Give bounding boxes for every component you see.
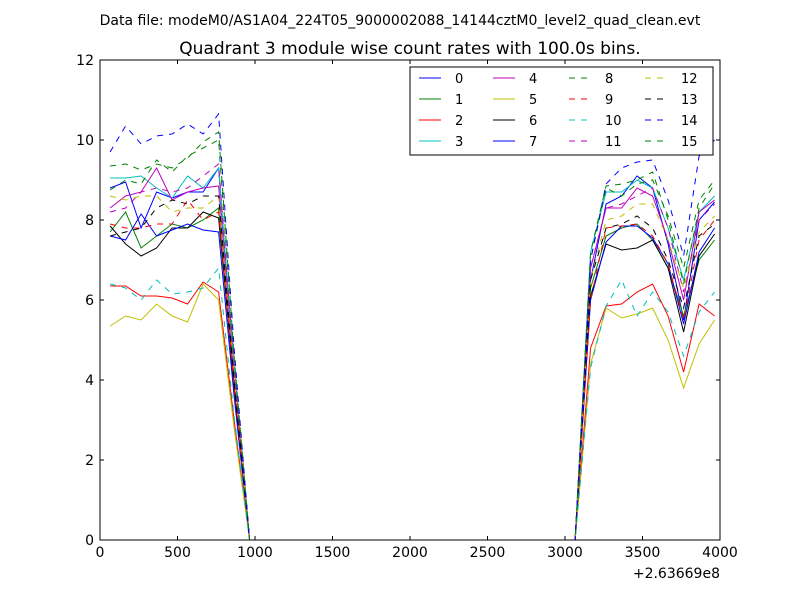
series-line-6 bbox=[109, 211, 716, 541]
series-line-11 bbox=[109, 163, 715, 541]
legend-label-5: 5 bbox=[529, 93, 537, 108]
legend-label-15: 15 bbox=[681, 135, 698, 150]
series-line-1 bbox=[109, 207, 715, 541]
legend-label-0: 0 bbox=[455, 72, 463, 87]
x-tick-label: 1000 bbox=[237, 545, 273, 561]
x-tick-label: 3000 bbox=[547, 545, 583, 561]
y-tick-label: 2 bbox=[85, 453, 94, 469]
legend-label-12: 12 bbox=[681, 72, 698, 87]
y-tick-label: 10 bbox=[76, 133, 94, 149]
figure-suptitle: Data file: modeM0/AS1A04_224T05_90000020… bbox=[100, 13, 701, 29]
legend-label-9: 9 bbox=[605, 93, 613, 108]
legend-label-6: 6 bbox=[529, 114, 537, 129]
legend-label-4: 4 bbox=[529, 72, 537, 87]
y-tick-label: 6 bbox=[85, 293, 94, 309]
legend-label-11: 11 bbox=[605, 135, 622, 150]
x-tick-label: 2500 bbox=[470, 545, 506, 561]
series-line-9 bbox=[109, 199, 715, 541]
x-axis-offset-label: +2.63669e8 bbox=[633, 566, 720, 582]
series-line-14 bbox=[109, 112, 715, 541]
legend-label-13: 13 bbox=[681, 93, 698, 108]
legend-label-14: 14 bbox=[681, 114, 698, 129]
x-tick-label: 0 bbox=[96, 545, 105, 561]
plot-series-group bbox=[109, 112, 716, 541]
series-line-3 bbox=[110, 166, 715, 541]
series-line-4 bbox=[109, 166, 715, 541]
legend-label-10: 10 bbox=[605, 114, 622, 129]
series-line-7 bbox=[109, 213, 716, 541]
y-tick-label: 8 bbox=[85, 213, 94, 229]
legend-label-3: 3 bbox=[455, 135, 463, 150]
chart-title: Quadrant 3 module wise count rates with … bbox=[179, 39, 640, 59]
x-tick-label: 500 bbox=[164, 545, 191, 561]
x-tick-label: 4000 bbox=[702, 545, 738, 561]
x-tick-label: 3500 bbox=[625, 545, 661, 561]
legend-frame bbox=[409, 66, 714, 156]
x-axis-ticks: 0 500 1000 1500 2000 2500 3000 3500 4000 bbox=[96, 60, 738, 561]
series-line-12 bbox=[109, 195, 715, 541]
series-line-5 bbox=[109, 283, 716, 541]
y-tick-label: 12 bbox=[76, 53, 94, 69]
x-tick-label: 2000 bbox=[392, 545, 428, 561]
legend-label-8: 8 bbox=[605, 72, 613, 87]
series-line-8 bbox=[109, 139, 715, 541]
x-tick-label: 1500 bbox=[315, 545, 351, 561]
legend-label-7: 7 bbox=[529, 135, 537, 150]
legend-label-2: 2 bbox=[455, 114, 463, 129]
series-line-0 bbox=[109, 166, 715, 541]
y-tick-label: 0 bbox=[85, 533, 94, 549]
series-line-2 bbox=[110, 281, 715, 541]
series-line-10 bbox=[109, 266, 715, 541]
series-line-13 bbox=[109, 195, 715, 541]
legend-label-1: 1 bbox=[455, 93, 463, 108]
y-tick-label: 4 bbox=[85, 373, 94, 389]
